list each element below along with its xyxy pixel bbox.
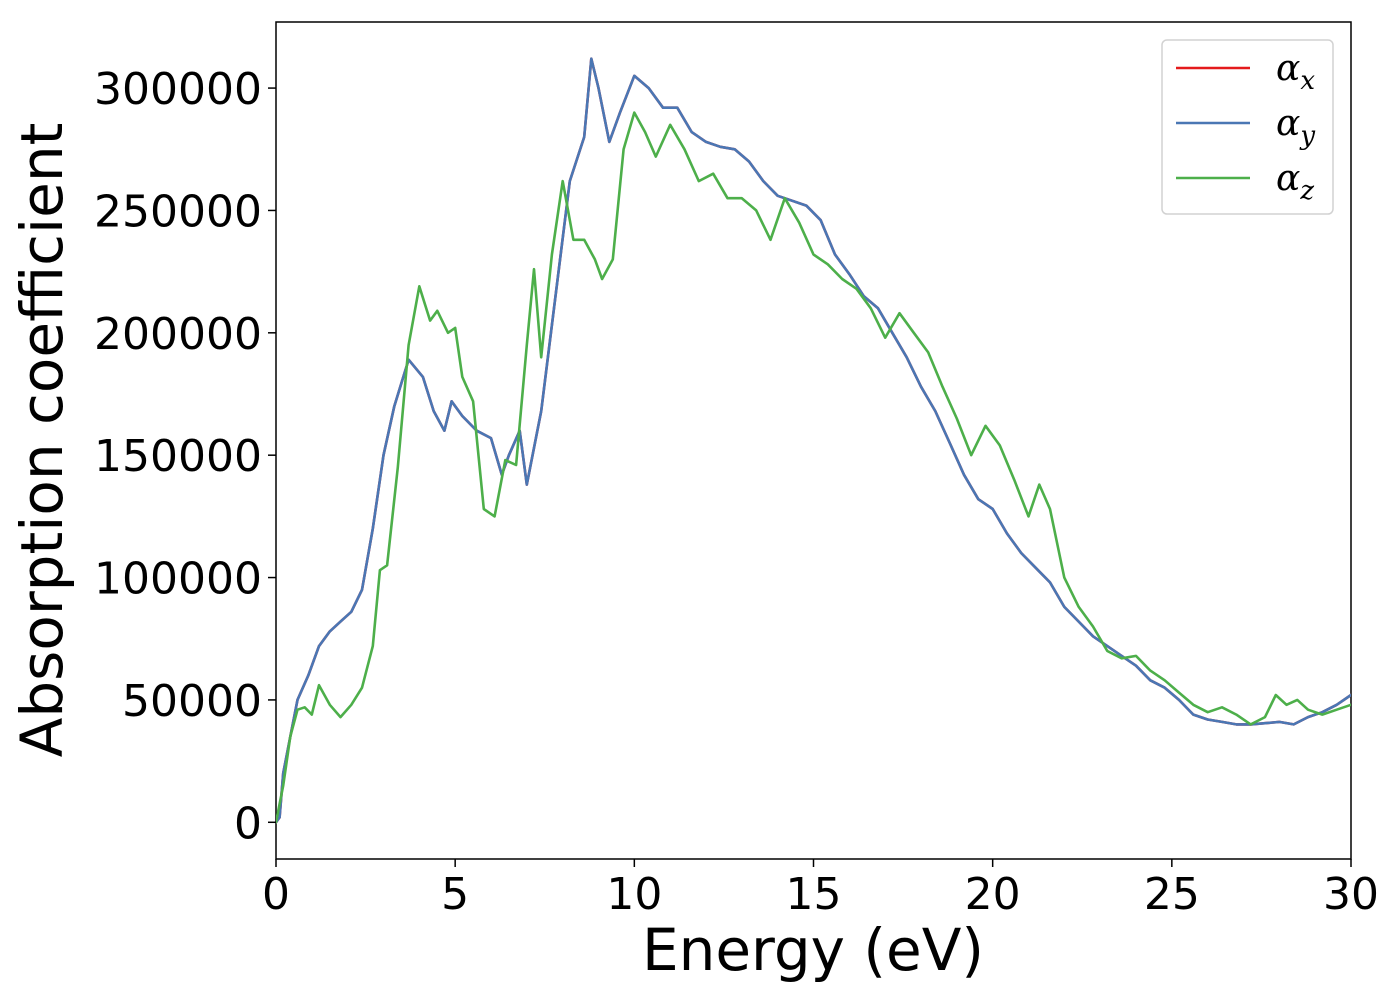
legend-label-subscript: y [1299,121,1315,151]
y-axis-label: Absorption coefficient [8,123,76,758]
x-tick-label: 20 [965,869,1021,920]
x-tick-label: 10 [606,869,662,920]
series-group [276,57,1351,824]
y-tick-label: 250000 [94,186,262,237]
legend-label-x: αx [1276,48,1315,96]
x-tick-label: 0 [262,869,290,920]
x-tick-label: 5 [441,869,469,920]
legend-label-base: α [1276,103,1300,144]
y-tick-label: 0 [234,798,262,849]
y-ticks: 0 50000 100000 150000 200000 250000 300000 [94,64,276,849]
y-tick-label: 200000 [94,309,262,360]
y-tick-label: 150000 [94,431,262,482]
legend-box [1161,39,1334,215]
legend-label-base: α [1276,158,1300,199]
legend-label-subscript: x [1300,66,1315,96]
legend-label-subscript: z [1299,176,1314,206]
y-tick-label: 50000 [122,676,262,727]
legend-label-base: α [1276,48,1300,89]
y-tick-label: 300000 [94,64,262,115]
x-axis-label: Energy (eV) [642,916,984,984]
legend-label-z: αz [1276,158,1314,206]
legend-label-y: αy [1276,103,1315,151]
y-tick-label: 100000 [94,554,262,605]
x-tick-label: 30 [1323,869,1379,920]
x-tick-label: 15 [786,869,842,920]
x-tick-label: 25 [1144,869,1200,920]
series-line-z [276,111,1351,824]
x-ticks: 0 5 10 15 20 25 30 [262,859,1379,920]
